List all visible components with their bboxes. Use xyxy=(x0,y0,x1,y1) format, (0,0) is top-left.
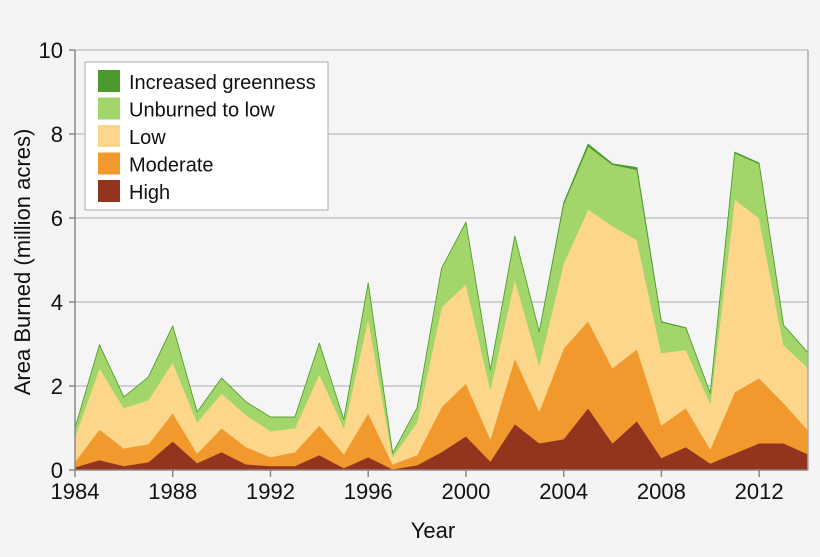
legend-label: Increased greenness xyxy=(129,72,316,94)
y-tick-label: 0 xyxy=(51,458,63,483)
x-tick-label: 1984 xyxy=(51,479,100,504)
x-tick-label: 2012 xyxy=(735,479,784,504)
y-tick-label: 8 xyxy=(51,122,63,147)
legend-box xyxy=(84,61,329,211)
legend-label: High xyxy=(129,182,170,204)
x-tick-label: 1996 xyxy=(344,479,393,504)
y-tick-label: 10 xyxy=(39,38,63,63)
legend-label: Moderate xyxy=(129,155,214,177)
legend-swatch xyxy=(98,125,120,147)
x-axis-label: Year xyxy=(411,518,455,543)
legend-label: Low xyxy=(129,127,166,149)
legend-swatch xyxy=(98,70,120,92)
x-tick-label: 2004 xyxy=(539,479,588,504)
y-tick-label: 6 xyxy=(51,206,63,231)
y-tick-label: 2 xyxy=(51,374,63,399)
legend-swatch xyxy=(98,97,120,120)
y-tick-label: 4 xyxy=(51,290,63,315)
y-axis-label: Area Burned (million acres) xyxy=(10,129,35,396)
legend-label: Unburned to low xyxy=(129,100,275,122)
x-tick-label: 1992 xyxy=(246,479,295,504)
x-tick-label: 2008 xyxy=(637,479,686,504)
x-tick-label: 1988 xyxy=(148,479,197,504)
legend-swatch xyxy=(98,180,120,202)
axes: 0 2 4 6 8 10 1984 1988 1992 1996 2000 2004 2008 2012 xyxy=(39,38,809,504)
x-tick-label: 2000 xyxy=(441,479,490,504)
legend-swatch xyxy=(98,152,120,175)
legend: Increased greenness Unburned to low Low Mod… xyxy=(84,61,329,211)
